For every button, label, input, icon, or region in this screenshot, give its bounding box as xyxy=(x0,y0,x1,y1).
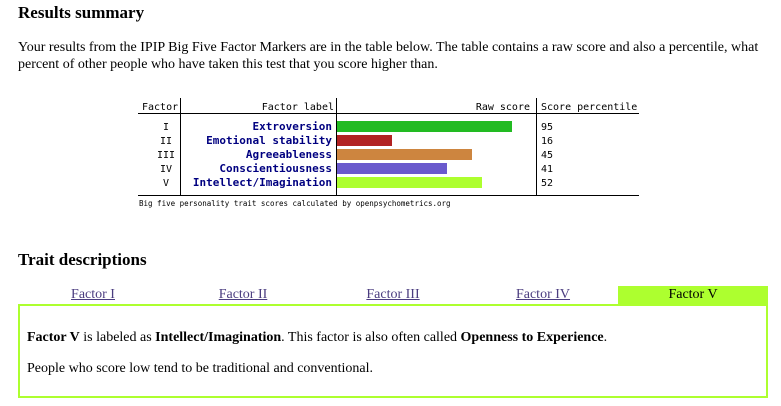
chart-footnote: Big five personality trait scores calcul… xyxy=(139,199,451,208)
score-bar xyxy=(337,149,472,160)
text-fragment: . xyxy=(603,330,608,345)
percentile-value: 95 xyxy=(541,122,553,133)
header-factor-label: Factor label xyxy=(262,102,334,113)
factor-numeral: IV xyxy=(160,164,172,175)
tab-factor-iii[interactable]: Factor III xyxy=(366,287,420,302)
results-summary-title: Results summary xyxy=(18,3,145,22)
score-bar xyxy=(337,135,392,146)
factor-label: Agreeableness xyxy=(246,148,332,161)
header-raw-score: Raw score xyxy=(476,102,530,113)
percentile-value: 52 xyxy=(541,178,553,189)
text-fragment: is labeled as xyxy=(79,330,156,345)
text-fragment: . This factor is also often called xyxy=(281,330,461,345)
factor-name: Factor V xyxy=(27,330,80,345)
header-factor: Factor xyxy=(142,102,178,113)
tab-factor-ii[interactable]: Factor II xyxy=(218,287,268,302)
results-intro-text: Your results from the IPIP Big Five Fact… xyxy=(18,40,759,72)
percentile-value: 45 xyxy=(541,150,553,161)
factor-label: Intellect/Imagination xyxy=(193,176,332,189)
factor-description-text: Factor V is labeled as Intellect/Imagina… xyxy=(27,330,607,346)
factor-numeral: V xyxy=(163,178,169,189)
factor-label: Intellect/Imagination xyxy=(155,330,282,345)
percentile-value: 41 xyxy=(541,164,553,175)
factor-alt-name: Openness to Experience xyxy=(460,330,604,345)
score-chart: Factor Factor label Raw score Score percent… xyxy=(138,98,639,208)
factor-numeral: III xyxy=(157,150,175,161)
header-score-percentile: Score percentile xyxy=(541,102,637,113)
factor-numeral: II xyxy=(160,136,172,147)
factor-label: Extroversion xyxy=(253,120,332,133)
score-bar xyxy=(337,177,482,188)
big-five-score-table: Factor Factor label Raw score Score percent… xyxy=(138,98,639,212)
factor-description-panel: Factor V is labeled as Intellect/Imagina… xyxy=(18,304,768,398)
trait-descriptions-title: Trait descriptions xyxy=(18,250,147,269)
low-score-text: People who score low tend to be traditio… xyxy=(27,361,374,376)
factor-numeral: I xyxy=(163,122,169,133)
score-bar xyxy=(337,163,447,174)
tab-factor-iv[interactable]: Factor IV xyxy=(515,287,571,302)
tab-factor-v[interactable]: Factor V xyxy=(618,286,768,304)
factor-tabs: Factor I Factor II Factor III Factor IV … xyxy=(18,286,768,304)
percentile-value: 16 xyxy=(541,136,553,147)
tab-factor-i[interactable]: Factor I xyxy=(71,287,115,302)
factor-label: Emotional stability xyxy=(206,134,332,147)
factor-label: Conscientiousness xyxy=(219,162,332,175)
score-bar xyxy=(337,121,512,132)
